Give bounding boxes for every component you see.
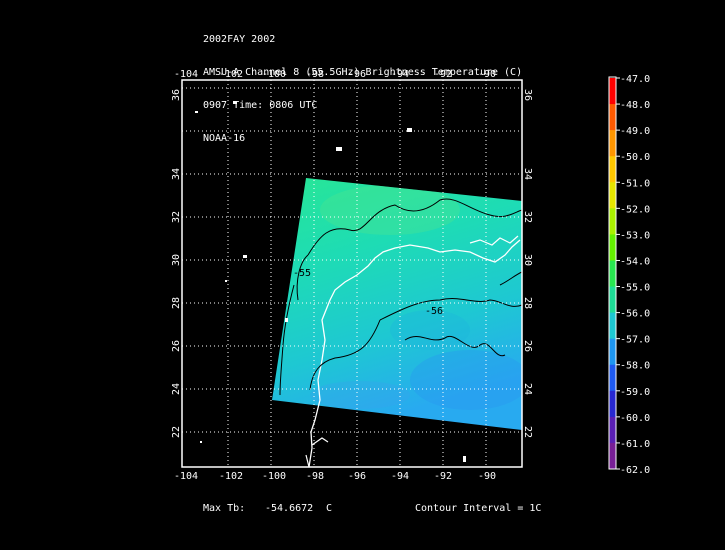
lon-tick: -92 bbox=[434, 471, 452, 482]
mexico-coast bbox=[305, 437, 329, 468]
colorbar-label: -53.0 bbox=[620, 230, 650, 241]
colorbar-segment bbox=[609, 234, 616, 261]
contour-label-55: -55 bbox=[293, 268, 311, 279]
lat-tick: 26 bbox=[171, 340, 182, 352]
lon-tick: -90 bbox=[478, 471, 496, 482]
contours bbox=[279, 198, 523, 396]
colorbar-label: -55.0 bbox=[620, 283, 650, 294]
lon-tick: -102 bbox=[219, 471, 243, 482]
colorbar-label: -61.0 bbox=[620, 439, 650, 450]
lon-tick: -94 bbox=[391, 69, 409, 80]
time-label: 0907 Time: 0806 UTC bbox=[203, 100, 318, 111]
colorbar-segment bbox=[609, 364, 616, 392]
lat-labels-left: 22 24 26 28 30 32 34 36 bbox=[171, 89, 182, 438]
colorbar-label: -59.0 bbox=[620, 387, 650, 398]
lat-tick: 34 bbox=[522, 168, 533, 180]
colorbar-segment bbox=[609, 416, 616, 444]
product-title: AMSU-A Channel 8 (55.5GHz) Brightness Te… bbox=[203, 67, 523, 78]
colorbar-label: -49.0 bbox=[620, 126, 650, 137]
colorbar-label: -57.0 bbox=[620, 335, 650, 346]
colorbar-segment bbox=[609, 286, 616, 314]
map-frame bbox=[181, 79, 523, 468]
lon-tick: -90 bbox=[478, 69, 496, 80]
lon-tick: -100 bbox=[262, 471, 286, 482]
colorbar-label: -47.0 bbox=[620, 74, 650, 85]
lat-tick: 32 bbox=[522, 211, 533, 223]
lat-tick: 26 bbox=[522, 340, 533, 352]
mississippi-delta bbox=[469, 235, 519, 246]
lat-labels-right: 22 24 26 28 30 32 34 36 bbox=[522, 89, 533, 438]
colorbar-label: -62.0 bbox=[620, 465, 650, 476]
lat-tick: 34 bbox=[171, 168, 182, 180]
colorbar-segment bbox=[609, 442, 616, 470]
colorbar-segment bbox=[609, 208, 616, 235]
colorbar-segment bbox=[609, 156, 616, 183]
lon-tick: -98 bbox=[306, 69, 324, 80]
colorbar-segment bbox=[609, 260, 616, 288]
colorbar-label: -56.0 bbox=[620, 309, 650, 320]
lat-tick: 28 bbox=[522, 297, 533, 309]
colorbar-label: -50.0 bbox=[620, 152, 650, 163]
swath-texture bbox=[310, 185, 522, 410]
lat-tick: 36 bbox=[171, 89, 182, 101]
land-specks bbox=[195, 101, 466, 462]
colorbar-label: -48.0 bbox=[620, 100, 650, 111]
colorbar-label: -54.0 bbox=[620, 256, 650, 267]
lon-tick: -104 bbox=[174, 69, 198, 80]
storm-title: 2002FAY 2002 bbox=[203, 34, 276, 45]
lat-tick: 36 bbox=[522, 89, 533, 101]
plot-header: 2002FAY 2002 AMSU-A Channel 8 (55.5GHz) … bbox=[203, 12, 522, 155]
max-tb-unit: C bbox=[326, 503, 333, 514]
colorbar-label: -51.0 bbox=[620, 178, 650, 189]
colorbar-segment bbox=[609, 130, 616, 157]
lon-tick: -94 bbox=[391, 471, 409, 482]
max-tb-label: Max Tb: bbox=[203, 503, 246, 514]
contour-interval: Contour Interval = 1C bbox=[415, 503, 542, 514]
lon-tick: -96 bbox=[348, 69, 366, 80]
lat-tick: 28 bbox=[171, 297, 182, 309]
colorbar-segment bbox=[609, 182, 616, 209]
colorbar-segment bbox=[609, 338, 616, 366]
lon-tick: -102 bbox=[219, 69, 243, 80]
colorbar-segment bbox=[609, 390, 616, 418]
colorbar-segment bbox=[609, 78, 616, 105]
grid-lines bbox=[182, 80, 522, 467]
lat-tick: 22 bbox=[522, 426, 533, 438]
colorbar-label: -52.0 bbox=[620, 204, 650, 215]
colorbar-frame bbox=[608, 76, 617, 470]
lat-tick: 24 bbox=[522, 383, 533, 395]
lat-tick: 24 bbox=[171, 383, 182, 395]
coastline bbox=[308, 239, 521, 468]
lat-tick: 32 bbox=[171, 211, 182, 223]
lat-tick: 30 bbox=[522, 254, 533, 266]
lon-tick: -100 bbox=[262, 69, 286, 80]
max-tb-value: -54.6672 bbox=[265, 503, 314, 514]
lon-tick: -98 bbox=[306, 471, 324, 482]
colorbar-segment bbox=[609, 104, 616, 131]
swath-data bbox=[272, 178, 522, 430]
colorbar: -47.0 -48.0 -49.0 -50.0 -51.0 -52.0 -53.0 -54.0… bbox=[609, 74, 650, 476]
lat-tick: 22 bbox=[171, 426, 182, 438]
colorbar-segment bbox=[609, 312, 616, 340]
colorbar-label: -58.0 bbox=[620, 361, 650, 372]
satellite-label: NOAA-16 bbox=[203, 133, 246, 144]
lon-labels-bottom: -104 -102 -100 -98 -96 -94 -92 -90 bbox=[174, 471, 496, 482]
lon-tick: -92 bbox=[434, 69, 452, 80]
lat-tick: 30 bbox=[171, 254, 182, 266]
colorbar-label: -60.0 bbox=[620, 413, 650, 424]
contour-label-56: -56 bbox=[425, 306, 443, 317]
lon-tick: -96 bbox=[348, 471, 366, 482]
lon-tick: -104 bbox=[174, 471, 198, 482]
lon-labels-top: -104 -102 -100 -98 -96 -94 -92 -90 bbox=[174, 69, 496, 80]
